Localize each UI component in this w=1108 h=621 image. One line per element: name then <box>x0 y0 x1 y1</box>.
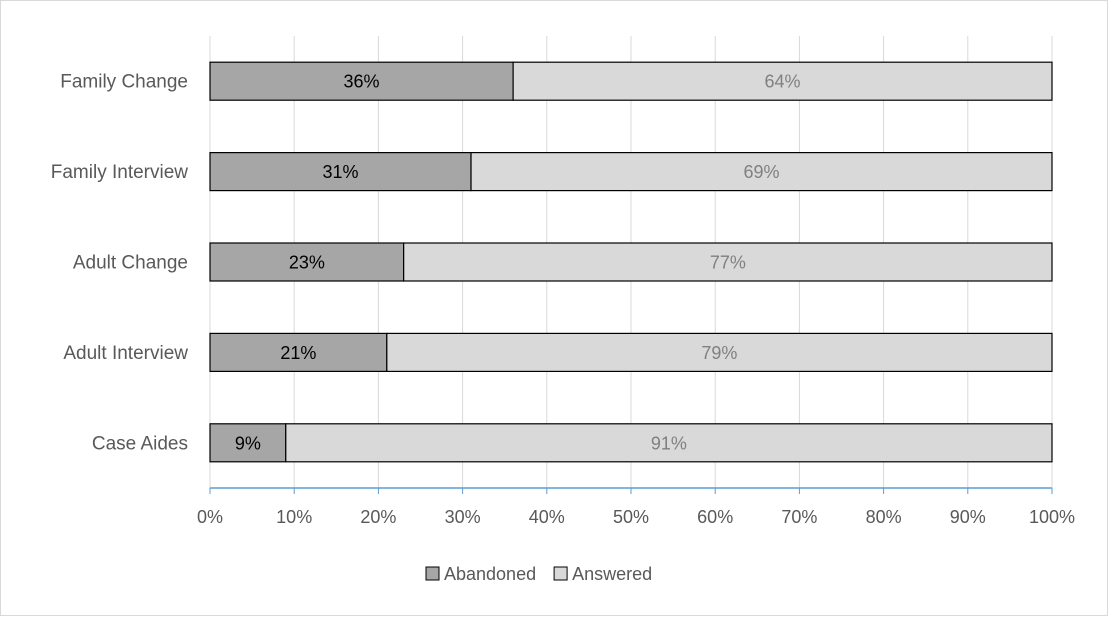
data-label-abandoned: 36% <box>344 72 380 92</box>
x-axis: 0% 10% 20% 30% 40% 50% 60% 70% 80% 90% 100% <box>197 487 1075 527</box>
x-tick-label: 20% <box>360 507 396 527</box>
x-tick-label: 10% <box>276 507 312 527</box>
data-label-answered: 69% <box>743 162 779 182</box>
bar-answered <box>470 152 1053 192</box>
data-label-abandoned: 21% <box>280 343 316 363</box>
x-tick-label: 30% <box>445 507 481 527</box>
legend-label: Answered <box>572 564 652 584</box>
data-label-abandoned: 23% <box>289 253 325 273</box>
x-tick-label: 40% <box>529 507 565 527</box>
bar-abandoned <box>209 242 405 282</box>
bar-abandoned <box>209 61 514 101</box>
legend-swatch-answered <box>553 566 568 581</box>
x-tick-label: 0% <box>197 507 223 527</box>
bar-answered <box>386 332 1053 372</box>
data-label-abandoned: 9% <box>235 433 261 453</box>
x-tick-label: 70% <box>781 507 817 527</box>
x-tick-label: 90% <box>950 507 986 527</box>
category-label: Family Interview <box>51 162 189 183</box>
data-label-answered: 91% <box>651 433 687 453</box>
legend: Abandoned Answered <box>425 564 652 584</box>
legend-label: Abandoned <box>444 564 536 584</box>
category-label: Family Change <box>60 72 188 93</box>
data-label-answered: 64% <box>765 72 801 92</box>
legend-swatch-abandoned <box>425 566 440 581</box>
x-tick-label: 80% <box>866 507 902 527</box>
bar-abandoned <box>209 332 388 372</box>
bar-answered <box>285 423 1053 463</box>
data-label-abandoned: 31% <box>322 162 358 182</box>
bar-answered <box>403 242 1053 282</box>
x-tick-label: 60% <box>697 507 733 527</box>
bars: 36% 64% 31% 69% 23% 77% 21% 79% 9% 91% <box>209 61 1053 463</box>
bar-abandoned <box>209 152 472 192</box>
bar-abandoned <box>209 423 287 463</box>
bar-answered <box>512 61 1053 101</box>
data-label-answered: 79% <box>701 343 737 363</box>
category-label: Case Aides <box>92 433 188 454</box>
x-tick-label: 50% <box>613 507 649 527</box>
category-label: Adult Change <box>73 253 188 274</box>
category-labels: Family Change Family Interview Adult Chang… <box>51 72 189 455</box>
data-label-answered: 77% <box>710 253 746 273</box>
x-tick-label: 100% <box>1029 507 1075 527</box>
category-label: Adult Interview <box>63 343 188 364</box>
